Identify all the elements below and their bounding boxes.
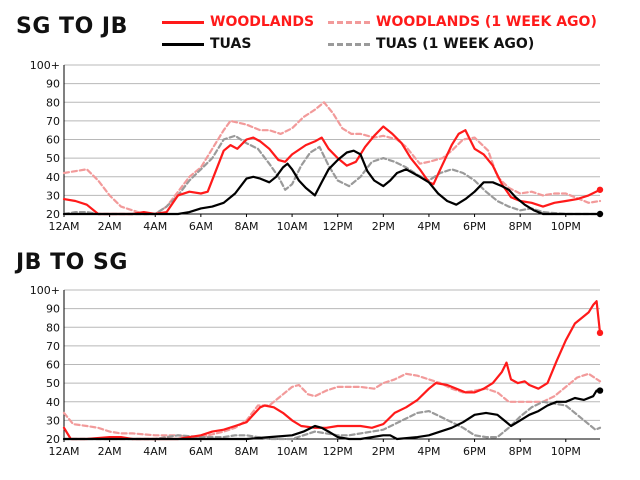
jb-to-sg-x-tick-label: 8PM xyxy=(509,445,532,458)
sg-to-jb-y-tick-label: 60 xyxy=(46,134,60,147)
sg-to-jb-y-tick-label: 80 xyxy=(46,96,60,109)
sg-to-jb-y-tick-label: 30 xyxy=(46,189,60,202)
sg-to-jb-x-tick-label: 12PM xyxy=(323,220,353,233)
sg-to-jb-y-tick-label: 90 xyxy=(46,78,60,91)
jb-to-sg-y-tick-label: 80 xyxy=(46,321,60,334)
sg-to-jb-x-tick-label: 6AM xyxy=(189,220,213,233)
jb-to-sg-x-tick-label: 6AM xyxy=(189,445,213,458)
jb-to-sg-endpoint-woodlands xyxy=(596,329,604,337)
legend-swatch-woodlands-week-ago xyxy=(328,20,370,24)
sg-to-jb-x-tick-label: 2PM xyxy=(372,220,395,233)
sg-to-jb-y-tick-label: 20 xyxy=(46,208,60,221)
sg-to-jb-series-tuas xyxy=(62,149,602,216)
legend-label-tuas: TUAS xyxy=(210,36,252,52)
legend-woodlands-week-ago: WOODLANDS (1 WEEK AGO) xyxy=(328,13,597,31)
sg-to-jb-endpoint-woodlands xyxy=(596,186,604,193)
legend-swatch-woodlands xyxy=(162,20,204,24)
jb-to-sg-y-tick-label: 20 xyxy=(46,433,60,446)
jb-to-sg-y-tick-label: 90 xyxy=(46,303,60,316)
sg-to-jb-x-tick-label: 4AM xyxy=(143,220,167,233)
jb-to-sg-y-tick-label: 100+ xyxy=(30,284,60,297)
jb-to-sg-x-tick-label: 2AM xyxy=(98,445,122,458)
sg-to-jb-x-tick-label: 2AM xyxy=(98,220,122,233)
jb-to-sg-x-tick-label: 4PM xyxy=(417,445,440,458)
sg-to-jb-series-woodlands xyxy=(62,125,602,216)
sg-to-jb-x-tick-label: 10PM xyxy=(551,220,581,233)
sg-to-jb-y-tick-label: 70 xyxy=(46,115,60,128)
jb-to-sg-y-tick-label: 60 xyxy=(46,359,60,372)
jb-to-sg-x-tick-label: 8AM xyxy=(234,445,258,458)
sg-to-jb-x-tick-label: 8AM xyxy=(234,220,258,233)
legend-label-tuas-week-ago: TUAS (1 WEEK AGO) xyxy=(376,36,535,52)
jb-to-sg-x-tick-label: 10AM xyxy=(277,445,308,458)
legend-swatch-tuas xyxy=(162,42,204,46)
jb-to-sg-x-tick-label: 12AM xyxy=(48,445,79,458)
sg-to-jb-y-tick-label: 100+ xyxy=(30,59,60,72)
jb-to-sg-x-tick-label: 12PM xyxy=(323,445,353,458)
legend-tuas-week-ago: TUAS (1 WEEK AGO) xyxy=(328,35,534,53)
sg-to-jb-x-tick-label: 12AM xyxy=(48,220,79,233)
jb-to-sg-x-tick-label: 10PM xyxy=(551,445,581,458)
sg-to-jb-x-tick-label: 10AM xyxy=(277,220,308,233)
jb-to-sg-series-tuas-prev xyxy=(62,400,602,441)
legend-label-woodlands-week-ago: WOODLANDS (1 WEEK AGO) xyxy=(376,14,597,30)
sg-to-jb-x-tick-label: 6PM xyxy=(463,220,486,233)
sg-to-jb-y-tick-label: 50 xyxy=(46,152,60,165)
legend-swatch-tuas-week-ago xyxy=(328,42,370,46)
jb-to-sg-y-tick-label: 70 xyxy=(46,340,60,353)
jb-to-sg-series-tuas xyxy=(62,389,602,441)
jb-to-sg-endpoint-tuas xyxy=(596,387,604,394)
jb-to-sg-y-tick-label: 40 xyxy=(46,396,60,409)
jb-to-sg-x-tick-label: 4AM xyxy=(143,445,167,458)
jb-to-sg-x-tick-label: 2PM xyxy=(372,445,395,458)
legend-tuas: TUAS xyxy=(162,35,251,53)
legend-label-woodlands: WOODLANDS xyxy=(210,14,315,30)
sg-to-jb-endpoint-tuas xyxy=(596,210,604,218)
sg-to-jb-series-tuas-prev xyxy=(62,134,602,216)
jb-to-sg-y-tick-label: 30 xyxy=(46,414,60,427)
sg-to-jb-x-tick-label: 8PM xyxy=(509,220,532,233)
jb-to-sg-title: JB TO SG xyxy=(16,250,128,275)
sg-to-jb-title: SG TO JB xyxy=(16,14,128,39)
sg-to-jb-x-tick-label: 4PM xyxy=(417,220,440,233)
legend-woodlands: WOODLANDS xyxy=(162,13,314,31)
jb-to-sg-series-woodlands-prev xyxy=(62,372,602,439)
jb-to-sg-y-tick-label: 50 xyxy=(46,377,60,390)
sg-to-jb-y-tick-label: 40 xyxy=(46,171,60,184)
jb-to-sg-series-woodlands xyxy=(62,300,602,441)
jb-to-sg-x-tick-label: 6PM xyxy=(463,445,486,458)
